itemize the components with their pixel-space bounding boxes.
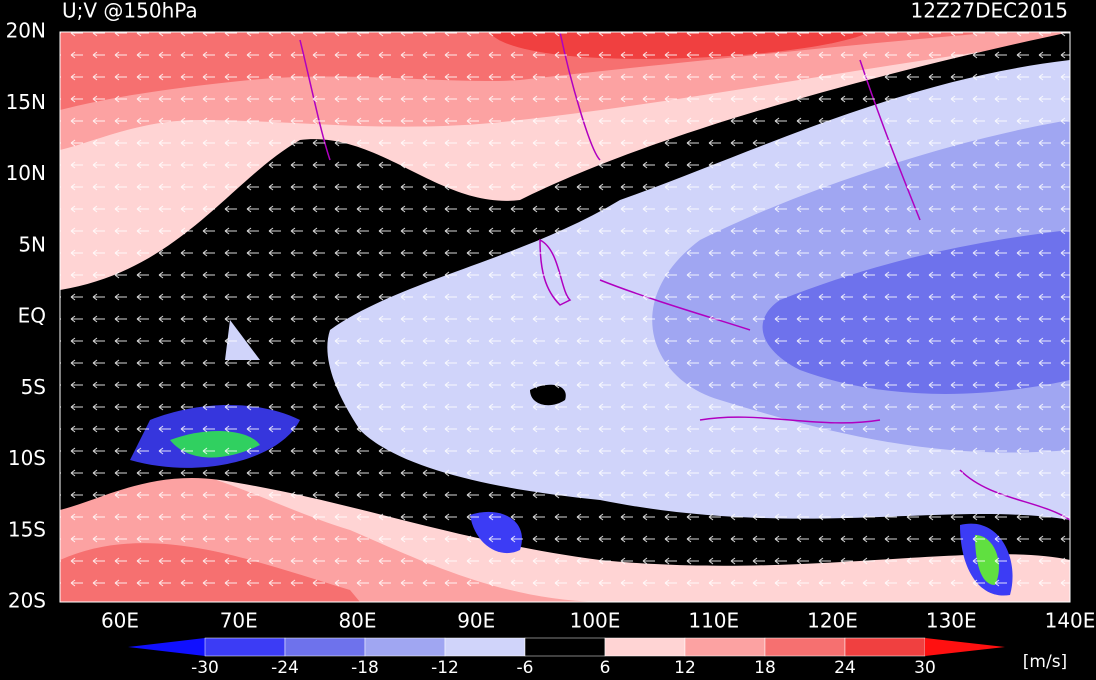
colorbar-label: -6 (517, 658, 534, 678)
colorbar-low-end (128, 638, 205, 656)
lat-label: 20S (8, 589, 46, 613)
colorbar-label: 30 (914, 658, 936, 678)
lon-label: 110E (688, 609, 739, 633)
lat-label: 20N (6, 19, 46, 43)
colorbar-segment (844, 637, 926, 657)
lat-label: 5N (18, 232, 46, 256)
lon-label: 60E (101, 609, 139, 633)
lon-label: 130E (926, 609, 977, 633)
colorbar-label: -30 (191, 658, 219, 678)
map-time: 12Z27DEC2015 (911, 0, 1069, 23)
lat-label: EQ (18, 304, 46, 328)
colorbar-unit: [m/s] (1023, 652, 1067, 672)
colorbar-high-end (925, 638, 1005, 656)
colorbar-segment (764, 637, 846, 657)
colorbar-label: 6 (600, 658, 611, 678)
lat-label: 10S (8, 446, 46, 470)
lat-label: 10N (6, 161, 46, 185)
lon-label: 70E (220, 609, 258, 633)
lat-labels: 20N 15N 10N 5N EQ 5S 10S 15S 20S (6, 19, 46, 613)
lon-labels: 60E 70E 80E 90E 100E 110E 120E 130E 140E (101, 609, 1095, 633)
colorbar-label: 18 (754, 658, 776, 678)
colorbar-label: 12 (674, 658, 696, 678)
colorbar: -30 -24 -18 -12 -6 6 12 18 24 30 (128, 637, 1005, 678)
lat-label: 15S (8, 517, 46, 541)
colorbar-label: -24 (271, 658, 299, 678)
colorbar-segment (524, 637, 606, 657)
lat-label: 15N (6, 90, 46, 114)
colorbar-label: -18 (351, 658, 379, 678)
colorbar-label: -12 (431, 658, 459, 678)
colorbar-segment (604, 637, 686, 657)
colorbar-segment (284, 637, 366, 657)
map-field (60, 32, 1070, 602)
colorbar-label: 24 (834, 658, 856, 678)
colorbar-segment (444, 637, 526, 657)
map-title: U;V @150hPa (62, 0, 198, 23)
colorbar-segment (684, 637, 766, 657)
colorbar-segment (204, 637, 286, 657)
lon-label: 120E (807, 609, 858, 633)
lon-label: 80E (338, 609, 376, 633)
lon-label: 90E (457, 609, 495, 633)
colorbar-segment (364, 637, 446, 657)
lon-label: 140E (1045, 609, 1096, 633)
lat-label: 5S (21, 375, 46, 399)
lon-label: 100E (570, 609, 621, 633)
